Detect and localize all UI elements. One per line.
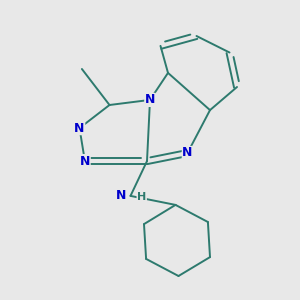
Text: N: N [74, 122, 85, 135]
Text: H: H [137, 192, 146, 203]
Text: N: N [80, 154, 90, 168]
Text: N: N [182, 146, 193, 160]
Text: N: N [116, 189, 127, 203]
Text: N: N [145, 93, 155, 106]
